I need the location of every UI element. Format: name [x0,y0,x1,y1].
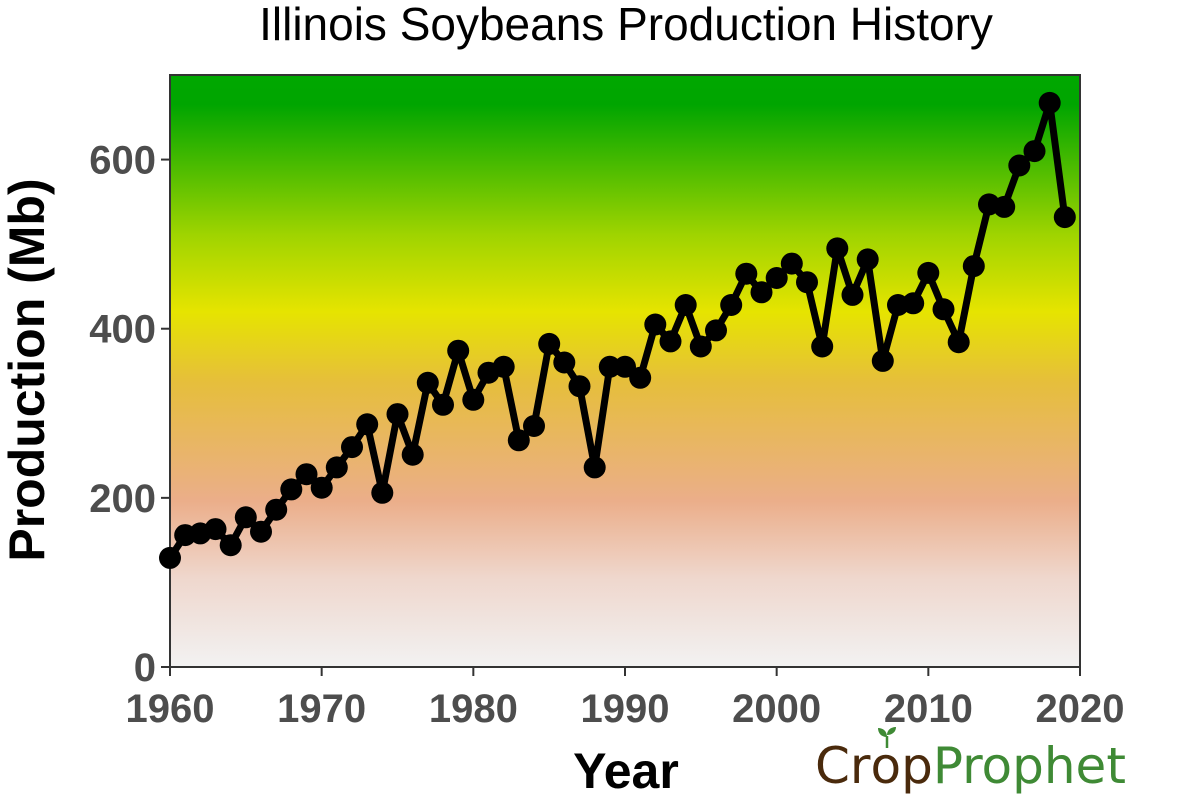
data-point [765,267,788,289]
data-point [993,195,1016,218]
data-point [856,248,879,271]
data-point [1038,91,1061,114]
logo-o-with-sprout: o [870,727,901,796]
data-point [614,355,636,378]
logo-text-cr: Cr [815,737,871,795]
data-point [811,335,834,358]
data-point [947,331,970,354]
x-tick-label: 2010 [884,687,973,731]
data-point [447,339,470,362]
data-point [386,403,409,426]
x-tick-label: 1980 [429,687,518,731]
logo-text-prophet: Prophet [932,737,1126,795]
data-point [735,262,758,285]
data-point [341,436,363,459]
data-point [462,388,485,411]
data-point [841,283,864,306]
y-axis: 0 200 400 600 [89,139,170,690]
chart-title: Illinois Soybeans Production History [259,0,993,50]
data-point [432,393,454,416]
data-point [568,375,591,398]
data-point [250,520,272,543]
data-point [219,534,242,557]
data-point [1023,140,1046,163]
data-point [234,506,257,529]
y-tick-label: 0 [134,646,156,690]
data-point [796,271,818,294]
data-point [280,478,303,501]
data-point [659,330,682,353]
data-point [1053,206,1076,229]
x-tick-label: 2000 [732,687,821,731]
data-point [780,252,803,275]
data-point [583,456,606,479]
data-point [265,498,288,521]
x-tick-label: 1990 [581,687,670,731]
sprout-icon [878,727,897,748]
cropprophet-logo: Cro pProphet [815,727,1126,796]
data-point [932,298,955,321]
y-tick-label: 200 [89,477,156,521]
data-point [310,476,333,499]
data-point [523,415,545,437]
data-point [538,332,561,355]
data-point [416,371,439,394]
data-point [871,349,894,372]
data-point [553,351,576,374]
data-point [689,335,712,358]
data-point [159,546,181,569]
data-point [492,355,515,378]
data-point [401,443,424,466]
data-point [204,518,227,541]
data-point [705,319,727,342]
data-point [644,313,667,336]
y-tick-label: 600 [89,139,156,183]
x-tick-label: 2020 [1036,687,1125,731]
x-axis-label: Year [573,743,679,799]
data-point [826,237,849,260]
data-point [1008,154,1031,177]
y-axis-label: Production (Mb) [0,178,55,561]
x-tick-label: 1970 [277,687,366,731]
data-point [902,292,925,315]
y-tick-label: 400 [89,308,156,352]
data-point [507,429,530,452]
data-point [598,355,621,378]
x-axis: 1960 1970 1980 1990 2000 2010 2020 [126,667,1125,731]
data-point [325,456,348,479]
series-layer [159,91,1076,569]
data-point [720,294,743,316]
data-point [356,413,379,436]
data-point [674,294,697,316]
data-point [629,366,652,389]
data-point [295,463,318,486]
data-point [371,481,394,504]
data-point [917,261,940,284]
data-point [750,281,773,304]
data-point [962,255,985,278]
logo-text-p: p [901,737,933,795]
x-tick-label: 1960 [126,687,215,731]
